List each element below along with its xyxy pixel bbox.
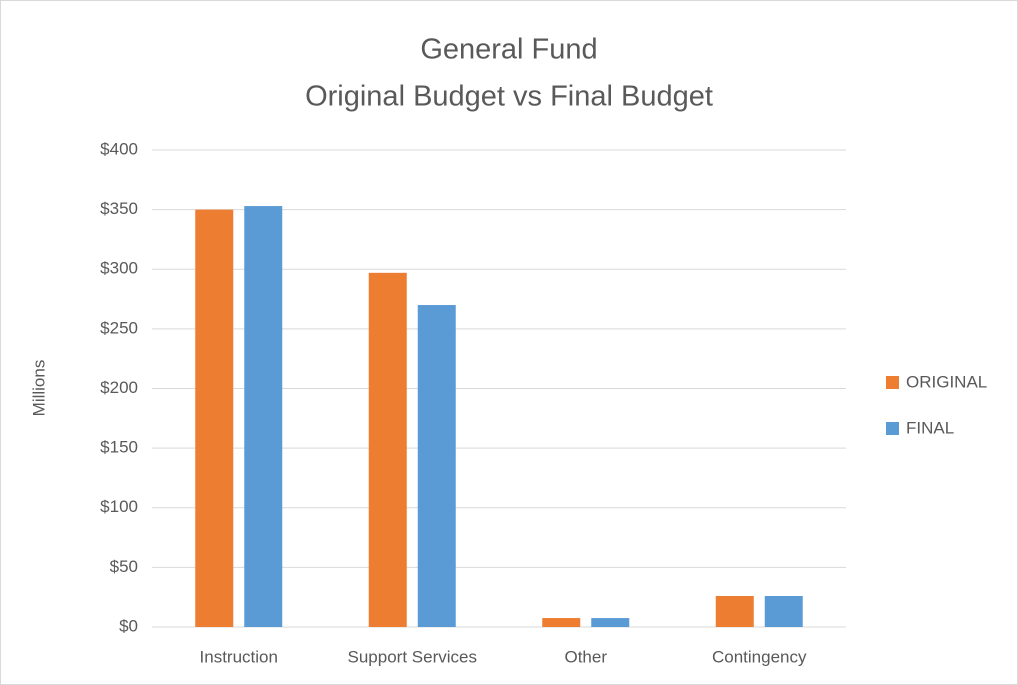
bar xyxy=(244,206,283,628)
chart-title: General Fund xyxy=(420,34,597,66)
bar xyxy=(368,272,407,627)
chart-title: Original Budget vs Final Budget xyxy=(305,81,713,113)
y-tick-label: $100 xyxy=(100,497,138,516)
bar xyxy=(417,305,456,627)
y-tick-label: $150 xyxy=(100,438,138,457)
x-tick-label: Support Services xyxy=(348,647,477,666)
legend-label: ORIGINAL xyxy=(906,372,987,391)
y-axis-label: Millions xyxy=(29,360,48,417)
bar xyxy=(591,618,630,627)
x-tick-label: Contingency xyxy=(712,647,807,666)
legend-swatch xyxy=(886,422,899,435)
legend-swatch xyxy=(886,376,899,389)
y-tick-label: $250 xyxy=(100,318,138,337)
bar xyxy=(715,595,754,627)
y-tick-label: $200 xyxy=(100,378,138,397)
bar xyxy=(195,209,234,627)
legend-label: FINAL xyxy=(906,418,954,437)
x-tick-label: Other xyxy=(564,647,607,666)
bar xyxy=(764,595,803,627)
y-tick-label: $400 xyxy=(100,139,138,158)
y-tick-label: $0 xyxy=(119,616,138,635)
y-tick-label: $300 xyxy=(100,259,138,278)
y-tick-label: $350 xyxy=(100,199,138,218)
y-tick-label: $50 xyxy=(110,557,138,576)
x-tick-label: Instruction xyxy=(200,647,278,666)
bar xyxy=(542,618,581,627)
